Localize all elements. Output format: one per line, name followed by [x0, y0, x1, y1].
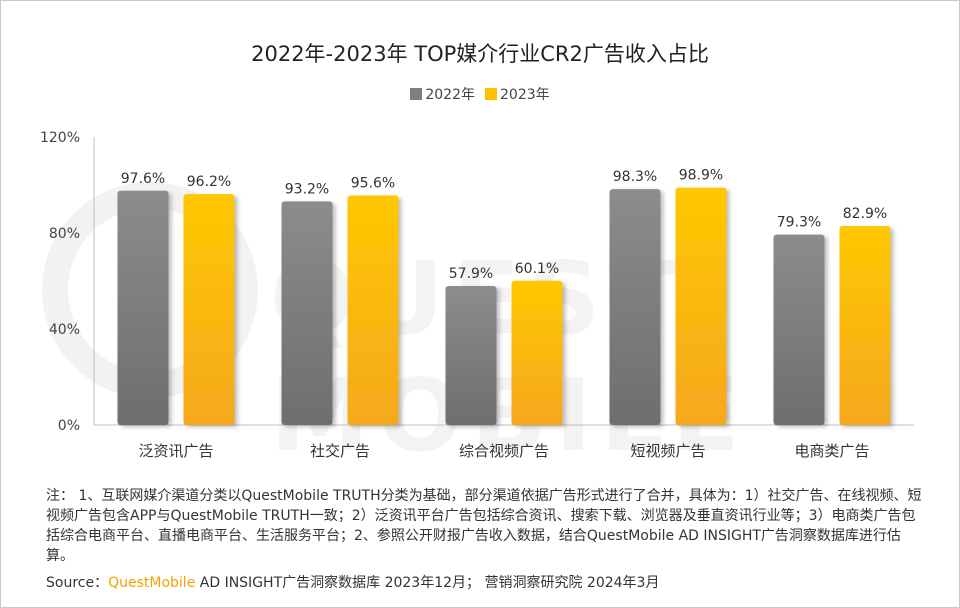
value-label: 95.6%	[351, 176, 395, 192]
x-category-label: 社交广告	[310, 442, 370, 460]
bar-2023年-电商类广告	[839, 226, 891, 425]
x-category-label: 泛资讯广告	[138, 442, 213, 460]
bar-2022年-泛资讯广告	[117, 190, 169, 425]
chart-title: 2022年-2023年 TOP媒介行业CR2广告收入占比	[251, 42, 709, 66]
source-line: Source：QuestMobile AD INSIGHT广告洞察数据库 202…	[46, 572, 659, 592]
value-label: 98.3%	[613, 169, 657, 185]
x-category-label: 综合视频广告	[459, 442, 549, 460]
legend-label-2022: 2022年	[425, 87, 475, 103]
legend: 2022年 2023年	[0, 84, 960, 104]
value-label: 82.9%	[843, 206, 887, 222]
value-label: 98.9%	[679, 168, 723, 184]
bar-2023年-泛资讯广告	[183, 194, 235, 425]
y-tick-label: 80%	[49, 226, 80, 242]
source-label: Source：	[46, 575, 109, 591]
y-tick-label: 120%	[40, 130, 80, 146]
y-tick-label: 0%	[58, 418, 80, 434]
x-category-label: 短视频广告	[630, 442, 705, 460]
value-label: 60.1%	[515, 261, 559, 277]
bar-chart: 0% 40% 80% 120% 97.6% 96.2% 93.2% 95.6% 57.9% 60…	[40, 130, 914, 460]
bar-2023年-综合视频广告	[511, 280, 563, 425]
footnote: 注： 1、互联网媒介渠道分类以QuestMobile TRUTH分类为基础，部分…	[46, 488, 922, 564]
bar-2022年-综合视频广告	[445, 286, 497, 425]
bar-2023年-社交广告	[347, 195, 399, 425]
bar-2023年-短视频广告	[675, 187, 727, 425]
legend-label-2023: 2023年	[500, 87, 550, 103]
value-label: 96.2%	[187, 174, 231, 190]
legend-item-2023: 2023年	[485, 84, 550, 104]
legend-swatch-2023	[485, 88, 497, 100]
legend-item-2022: 2022年	[410, 84, 475, 104]
bar-2022年-短视频广告	[609, 189, 661, 425]
legend-swatch-2022	[410, 88, 423, 100]
y-tick-label: 40%	[49, 322, 80, 338]
x-category-label: 电商类广告	[794, 442, 869, 460]
value-label: 97.6%	[121, 171, 165, 187]
value-label: 79.3%	[777, 215, 821, 231]
bar-2022年-电商类广告	[773, 234, 825, 425]
source-text: AD INSIGHT广告洞察数据库 2023年12月； 营销洞察研究院 2024…	[195, 575, 660, 591]
source-brand: QuestMobile	[108, 575, 196, 591]
value-label: 93.2%	[285, 181, 329, 197]
bar-2022年-社交广告	[281, 201, 333, 425]
value-label: 57.9%	[449, 266, 493, 282]
